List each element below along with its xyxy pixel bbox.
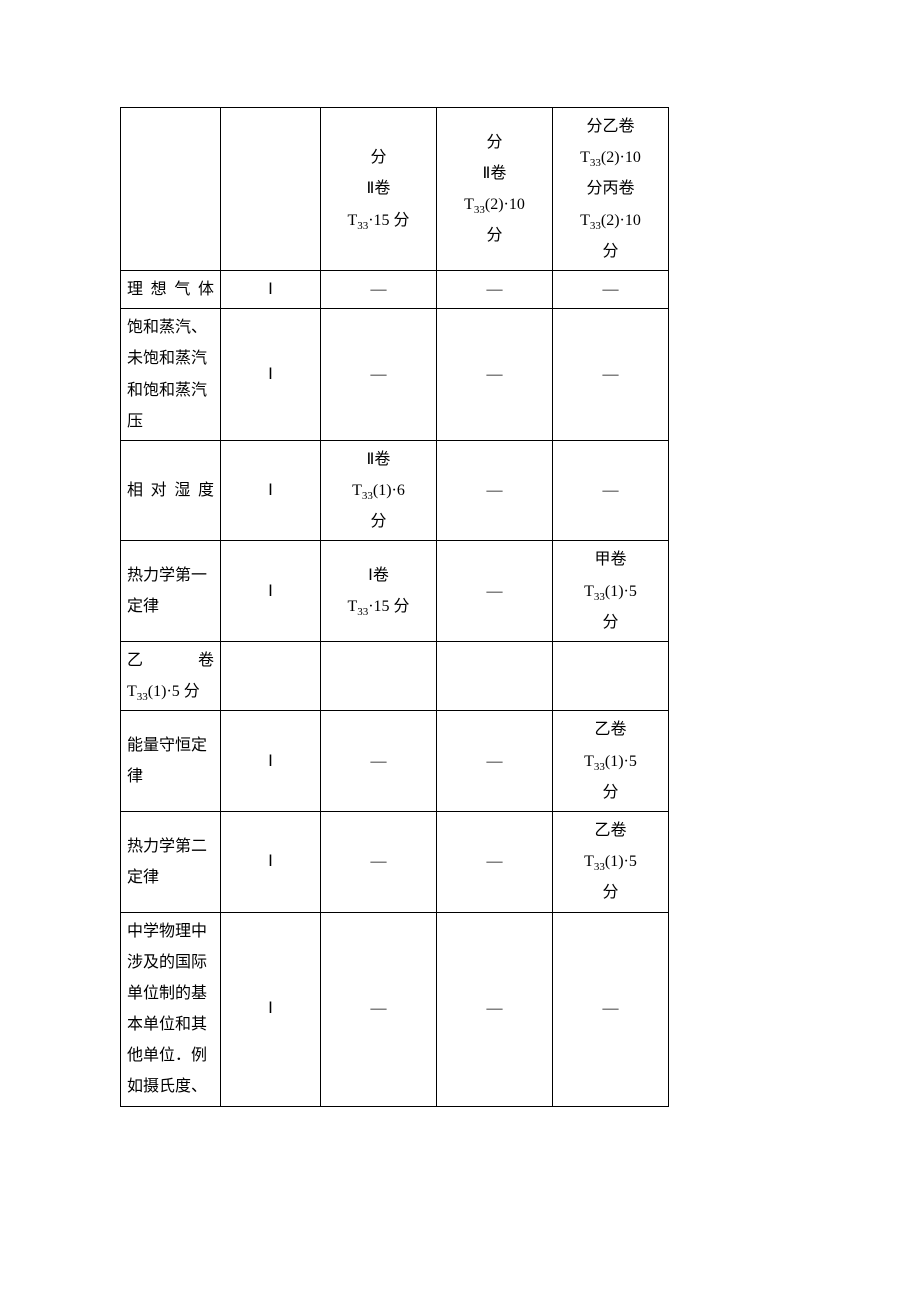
cell-topic: 热力学第二定律 [121, 811, 221, 912]
cell-col5: — [553, 309, 669, 441]
cell-level: Ⅰ [221, 440, 321, 541]
cell-level: Ⅰ [221, 811, 321, 912]
text: T33·15 分 [347, 598, 409, 615]
text: 分乙卷 [586, 118, 634, 135]
text: Ⅱ卷 [367, 180, 391, 197]
cell-col5: — [553, 440, 669, 541]
cell-topic: 乙 卷 T33(1)·5 分 [121, 642, 221, 711]
cell-topic: 中学物理中涉及的国际单位制的基本单位和其他单位．例如摄氏度、 [121, 912, 221, 1106]
text: 分 [486, 134, 502, 151]
text: T33·15 分 [347, 212, 409, 229]
cell-col4 [437, 642, 553, 711]
text: 分 [602, 784, 618, 801]
table-row: 中学物理中涉及的国际单位制的基本单位和其他单位．例如摄氏度、 Ⅰ — — — [121, 912, 669, 1106]
text: Ⅱ卷 [367, 451, 391, 468]
text: 分 [486, 227, 502, 244]
table-row: 热力学第二定律 Ⅰ — — 乙卷 T33(1)·5 分 [121, 811, 669, 912]
text: Ⅱ卷 [483, 165, 507, 182]
table-row: 相对湿度 Ⅰ Ⅱ卷 T33(1)·6 分 — — [121, 440, 669, 541]
syllabus-table: 分 Ⅱ卷 T33·15 分 分 Ⅱ卷 T33(2)·10 分 分乙卷 T33(2… [120, 107, 669, 1107]
cell-col4: 分 Ⅱ卷 T33(2)·10 分 [437, 108, 553, 271]
cell-col4: — [437, 440, 553, 541]
text: T33(2)·10 [464, 196, 525, 213]
text: Ⅰ卷 [368, 567, 389, 584]
text: T33(1)·5 [584, 753, 637, 770]
cell-col3: 分 Ⅱ卷 T33·15 分 [321, 108, 437, 271]
text: T33(1)·5 [584, 853, 637, 870]
text: 分 [602, 614, 618, 631]
cell-topic: 能量守恒定律 [121, 711, 221, 812]
table-row: 饱和蒸汽、未饱和蒸汽和饱和蒸汽压 Ⅰ — — — [121, 309, 669, 441]
cell-topic: 相对湿度 [121, 440, 221, 541]
text: 分 [602, 884, 618, 901]
cell-col4: — [437, 912, 553, 1106]
text: 分 [602, 243, 618, 260]
cell-col5: 甲卷 T33(1)·5 分 [553, 541, 669, 642]
text: T33(1)·6 [352, 482, 405, 499]
cell-col3: — [321, 309, 437, 441]
cell-topic: 饱和蒸汽、未饱和蒸汽和饱和蒸汽压 [121, 309, 221, 441]
cell-col3: — [321, 912, 437, 1106]
cell-col3: Ⅰ卷 T33·15 分 [321, 541, 437, 642]
cell-col4: — [437, 309, 553, 441]
cell-col3: — [321, 711, 437, 812]
text: 分丙卷 [586, 180, 634, 197]
cell-col5: — [553, 270, 669, 308]
table-row: 能量守恒定律 Ⅰ — — 乙卷 T33(1)·5 分 [121, 711, 669, 812]
cell-level: Ⅰ [221, 541, 321, 642]
cell-col4: — [437, 541, 553, 642]
page: 分 Ⅱ卷 T33·15 分 分 Ⅱ卷 T33(2)·10 分 分乙卷 T33(2… [0, 0, 920, 1302]
text: 乙卷 [594, 721, 626, 738]
text: 分 [370, 513, 386, 530]
cell-col3: — [321, 270, 437, 308]
cell-col4: — [437, 711, 553, 812]
cell-level [221, 108, 321, 271]
cell-col5: 乙卷 T33(1)·5 分 [553, 811, 669, 912]
cell-topic: 热力学第一定律 [121, 541, 221, 642]
text: 乙 [127, 645, 143, 676]
cell-level [221, 642, 321, 711]
cell-col3: Ⅱ卷 T33(1)·6 分 [321, 440, 437, 541]
table-row: 理想气体 Ⅰ — — — [121, 270, 669, 308]
cell-col4: — [437, 811, 553, 912]
cell-col4: — [437, 270, 553, 308]
cell-level: Ⅰ [221, 309, 321, 441]
cell-col5: — [553, 912, 669, 1106]
text: 乙卷 [594, 822, 626, 839]
cell-col3: — [321, 811, 437, 912]
text: 卷 [198, 645, 214, 676]
cell-topic [121, 108, 221, 271]
cell-topic: 理想气体 [121, 270, 221, 308]
text: 分 [370, 149, 386, 166]
cell-level: Ⅰ [221, 912, 321, 1106]
cell-col5: 乙卷 T33(1)·5 分 [553, 711, 669, 812]
text: T33(2)·10 [580, 212, 641, 229]
cell-level: Ⅰ [221, 711, 321, 812]
table-row: 热力学第一定律 Ⅰ Ⅰ卷 T33·15 分 — 甲卷 T33(1)·5 分 [121, 541, 669, 642]
cell-col5: 分乙卷 T33(2)·10 分丙卷 T33(2)·10 分 [553, 108, 669, 271]
cell-col3 [321, 642, 437, 711]
table-row: 乙 卷 T33(1)·5 分 [121, 642, 669, 711]
text: T33(1)·5 分 [127, 683, 200, 700]
text: T33(1)·5 [584, 583, 637, 600]
text: 甲卷 [594, 551, 626, 568]
cell-level: Ⅰ [221, 270, 321, 308]
text: T33(2)·10 [580, 149, 641, 166]
table-row: 分 Ⅱ卷 T33·15 分 分 Ⅱ卷 T33(2)·10 分 分乙卷 T33(2… [121, 108, 669, 271]
cell-col5 [553, 642, 669, 711]
